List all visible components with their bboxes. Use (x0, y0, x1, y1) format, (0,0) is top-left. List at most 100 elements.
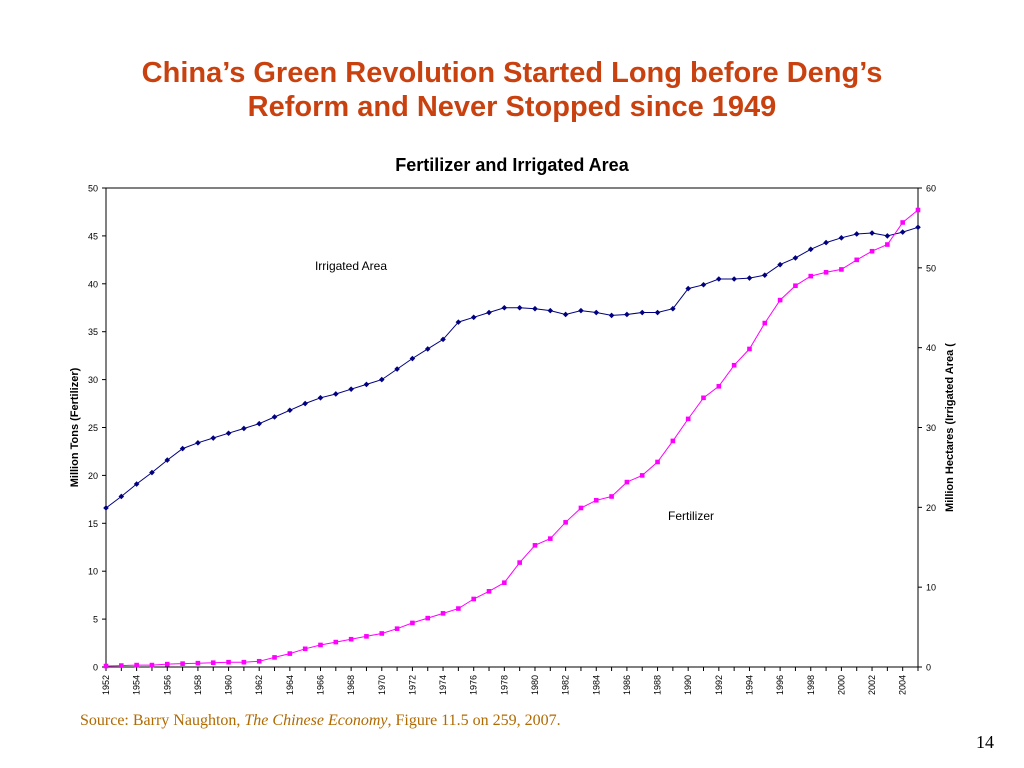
line-chart: Fertilizer and Irrigated Area 0 5 10 15 20 25… (69, 155, 956, 696)
fertilizer-point (578, 505, 584, 511)
irrigated-area-point (195, 440, 201, 446)
irrigated-area-point (884, 233, 891, 239)
x-tick-label: 2004 (898, 675, 908, 695)
chart-marks (103, 207, 921, 669)
annotation-fertilizer-background (641, 505, 741, 525)
y-tick-label: 0 (93, 663, 98, 673)
fertilizer-point (900, 220, 905, 225)
x-tick-label: 1970 (377, 675, 387, 695)
fertilizer-point (854, 257, 860, 263)
irrigated-area-point (624, 311, 630, 318)
source-prefix: Source: Barry Naughton, (80, 712, 245, 729)
source-book-title: The Chinese Economy (244, 712, 388, 729)
y2-tick-label: 10 (926, 583, 936, 593)
x-tick-label: 2002 (867, 675, 877, 695)
y-tick-label: 20 (88, 471, 98, 481)
irrigated-area-point (424, 346, 431, 352)
irrigated-area-point (118, 493, 125, 500)
fertilizer-point (548, 536, 553, 541)
fertilizer-point (425, 615, 431, 621)
fertilizer-point (333, 639, 339, 645)
irrigated-area-point (440, 336, 446, 343)
irrigated-area-point (700, 281, 707, 288)
y-tick-label: 35 (88, 327, 98, 337)
fertilizer-point (210, 660, 216, 665)
fertilizer-point (563, 520, 568, 525)
x-tick-label: 1996 (775, 675, 785, 695)
y2-tick-label: 60 (926, 184, 936, 194)
fertilizer-point (869, 248, 875, 254)
chart-title: Fertilizer and Irrigated Area (395, 155, 629, 175)
source-citation: Source: Barry Naughton, The Chinese Econ… (80, 712, 561, 730)
x-tick-label: 1954 (132, 675, 142, 695)
fertilizer-point (747, 346, 752, 352)
source-suffix: , Figure 11.5 on 259, 2007. (387, 712, 561, 729)
irrigated-area-point (501, 304, 508, 311)
fertilizer-point (456, 606, 461, 611)
fertilizer-point (915, 207, 921, 213)
fertilizer-point (241, 659, 247, 665)
irrigated-area-point (593, 309, 600, 316)
irrigated-area-point (409, 355, 416, 362)
x-tick-label: 1964 (285, 675, 295, 695)
y-tick-label: 50 (88, 184, 98, 194)
fertilizer-point (685, 416, 691, 422)
fertilizer-point (701, 395, 706, 401)
irrigated-area-point (133, 481, 140, 487)
fertilizer-point (609, 494, 614, 499)
fertilizer-point (839, 267, 844, 272)
fertilizer-point (256, 658, 262, 664)
fertilizer-point (394, 626, 400, 631)
irrigated-area-point (378, 376, 385, 383)
fertilizer-point (823, 270, 829, 275)
irrigated-area-point (899, 229, 906, 235)
irrigated-area-point (547, 307, 554, 314)
fertilizer-point (639, 473, 645, 478)
fertilizer-point (716, 384, 722, 389)
x-tick-label: 2000 (836, 675, 846, 695)
irrigated-area-point (608, 312, 615, 319)
fertilizer-point (379, 631, 385, 636)
fertilizer-point (195, 660, 201, 666)
irrigated-area-point (516, 304, 523, 311)
irrigated-area-point (225, 430, 232, 437)
fertilizer-point (593, 498, 599, 503)
fertilizer-point (287, 651, 293, 656)
x-tick-label: 1998 (806, 675, 816, 695)
chart-labels: 0 5 10 15 20 25 30 35 40 45 50 0 10 20 30 40 50 60 1952 195… (69, 184, 956, 696)
irrigated-area-point (287, 407, 293, 414)
fertilizer-point (272, 655, 277, 660)
slide-title: China’s Green Revolution Started Long be… (0, 56, 1024, 124)
x-tick-label: 1994 (744, 675, 754, 695)
irrigated-area-point (670, 305, 676, 312)
irrigated-area-point (317, 395, 324, 401)
irrigated-area-point (164, 457, 171, 463)
irrigated-area-point (256, 420, 263, 427)
fertilizer-point (731, 362, 737, 368)
fertilizer-point (793, 283, 798, 289)
irrigated-area-point (807, 246, 814, 253)
fertilizer-point (885, 242, 890, 247)
fertilizer-point (517, 560, 522, 565)
irrigated-area-point (823, 239, 829, 246)
x-tick-label: 1962 (254, 675, 264, 695)
fertilizer-point (532, 543, 538, 548)
x-tick-label: 1968 (346, 675, 356, 695)
x-tick-label: 1984 (591, 675, 601, 695)
fertilizer-point (164, 661, 170, 667)
fertilizer-point (149, 662, 155, 668)
fertilizer-point (808, 273, 814, 279)
irrigated-area-point (271, 414, 278, 420)
fertilizer-point (318, 642, 323, 648)
irrigated-area-point (562, 311, 569, 318)
x-tick-label: 1974 (438, 675, 448, 695)
fertilizer-point (670, 438, 676, 444)
chart-axes (102, 187, 922, 671)
x-tick-label: 1966 (315, 675, 325, 695)
fertilizer-point (180, 661, 185, 666)
irrigated-area-point (486, 309, 492, 316)
irrigated-area-point (394, 366, 400, 372)
irrigated-area-point (869, 230, 875, 236)
irrigated-area-point (302, 400, 308, 407)
irrigated-area-point (777, 261, 783, 268)
